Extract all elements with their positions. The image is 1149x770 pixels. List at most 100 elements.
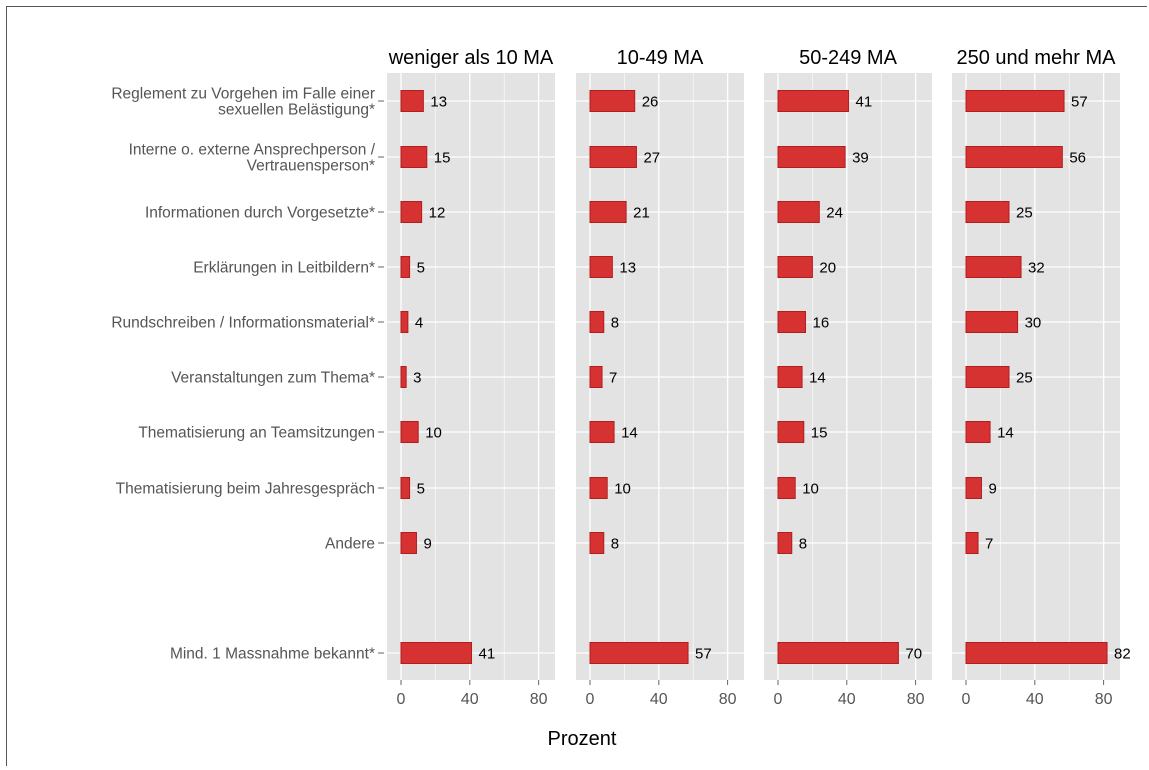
data-label: 21	[633, 205, 650, 222]
data-label: 32	[1028, 260, 1045, 277]
data-label: 39	[852, 150, 869, 167]
x-tick-label: 0	[586, 691, 595, 708]
category-label: Thematisierung an Teamsitzungen	[138, 425, 375, 442]
data-label: 57	[695, 646, 712, 663]
bar	[400, 146, 428, 168]
x-tick-label: 40	[461, 691, 479, 708]
bar	[965, 311, 1019, 333]
category-label: Veranstaltungen zum Thema*	[171, 370, 375, 387]
category-label: Vertrauensperson*	[247, 158, 375, 175]
data-label: 57	[1071, 94, 1088, 111]
data-label: 16	[813, 315, 830, 332]
x-tick-label: 40	[650, 691, 668, 708]
data-label: 7	[985, 536, 993, 553]
bar	[777, 311, 807, 333]
bar	[965, 201, 1010, 223]
bar	[589, 532, 605, 554]
data-label: 70	[905, 646, 922, 663]
category-label: Andere	[325, 536, 375, 553]
data-label: 30	[1025, 315, 1042, 332]
data-label: 7	[609, 370, 617, 387]
data-label: 5	[417, 481, 425, 498]
bar	[777, 532, 793, 554]
bar	[400, 311, 409, 333]
x-axis-title: Prozent	[548, 728, 617, 750]
bar	[589, 477, 608, 499]
data-label: 41	[479, 646, 496, 663]
data-label: 4	[415, 315, 423, 332]
data-label: 13	[430, 94, 447, 111]
facet-title: weniger als 10 MA	[388, 47, 554, 69]
data-label: 14	[997, 425, 1014, 442]
bar	[965, 477, 982, 499]
bar	[965, 642, 1108, 664]
data-label: 9	[988, 481, 996, 498]
data-label: 15	[434, 150, 451, 167]
x-tick-label: 0	[774, 691, 783, 708]
bar	[400, 477, 411, 499]
category-label: Reglement zu Vorgehen im Falle einer	[111, 86, 375, 103]
data-label: 8	[799, 536, 807, 553]
chart-frame	[6, 6, 1147, 766]
x-tick-label: 80	[1095, 691, 1113, 708]
bar	[400, 421, 419, 443]
facet-title: 50-249 MA	[799, 47, 897, 69]
data-label: 27	[643, 150, 660, 167]
data-label: 9	[423, 536, 431, 553]
bar	[965, 90, 1065, 112]
data-label: 10	[614, 481, 631, 498]
bar	[777, 90, 850, 112]
data-label: 8	[611, 315, 619, 332]
data-label: 12	[429, 205, 446, 222]
bar	[777, 642, 899, 664]
data-label: 15	[811, 425, 828, 442]
category-label: Erklärungen in Leitbildern*	[193, 260, 375, 277]
bar	[777, 146, 846, 168]
facet-title: 10-49 MA	[617, 47, 704, 69]
category-label: Informationen durch Vorgesetzte*	[145, 205, 375, 222]
x-tick-label: 80	[719, 691, 737, 708]
bar	[589, 256, 613, 278]
bar	[777, 366, 803, 388]
data-label: 3	[413, 370, 421, 387]
data-label: 8	[611, 536, 619, 553]
x-tick-label: 40	[1026, 691, 1044, 708]
data-label: 13	[619, 260, 636, 277]
bar	[400, 256, 411, 278]
bar	[589, 366, 603, 388]
bar	[777, 256, 813, 278]
bar	[589, 642, 689, 664]
category-label: sexuellen Belästigung*	[218, 102, 375, 119]
bar	[777, 201, 820, 223]
bar	[589, 90, 636, 112]
category-label: Interne o. externe Ansprechperson /	[129, 142, 376, 159]
bar	[965, 366, 1010, 388]
data-label: 14	[809, 370, 826, 387]
bar	[965, 146, 1063, 168]
data-label: 20	[819, 260, 836, 277]
bar	[965, 532, 979, 554]
bar	[589, 421, 615, 443]
category-label: Thematisierung beim Jahresgespräch	[116, 481, 375, 498]
data-label: 10	[425, 425, 442, 442]
x-tick-label: 40	[838, 691, 856, 708]
data-label: 41	[856, 94, 873, 111]
x-tick-label: 80	[530, 691, 548, 708]
bar	[589, 201, 627, 223]
bar	[400, 366, 407, 388]
x-tick-label: 80	[907, 691, 925, 708]
bar	[777, 421, 805, 443]
bar	[400, 532, 417, 554]
data-label: 82	[1114, 646, 1131, 663]
bar	[589, 311, 605, 333]
category-label: Rundschreiben / Informationsmaterial*	[111, 315, 375, 332]
bar	[400, 90, 424, 112]
data-label: 25	[1016, 205, 1033, 222]
bar	[400, 201, 423, 223]
data-label: 10	[802, 481, 819, 498]
bar	[400, 642, 473, 664]
bar	[965, 256, 1022, 278]
bar	[777, 477, 796, 499]
bar	[965, 421, 991, 443]
